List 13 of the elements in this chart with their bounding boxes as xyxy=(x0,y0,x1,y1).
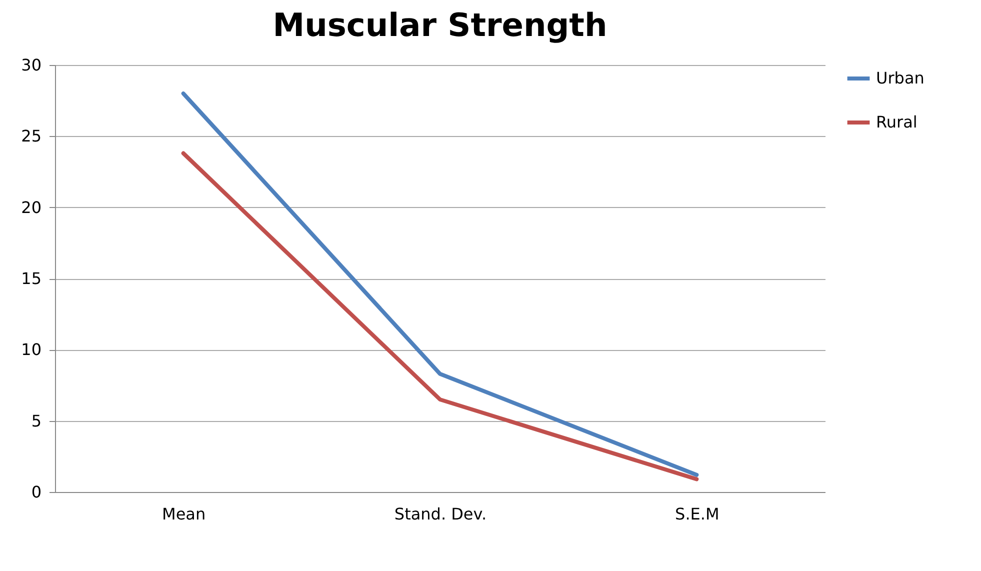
y-tick-label: 30 xyxy=(21,56,42,74)
y-tick-label: 0 xyxy=(31,482,42,502)
legend-label: Rural xyxy=(876,112,918,132)
y-tick-label: 25 xyxy=(21,126,42,146)
x-tick-label: Mean xyxy=(162,504,206,524)
legend-label: Urban xyxy=(876,68,924,88)
y-tick-label: 20 xyxy=(21,198,42,217)
y-tick-label: 15 xyxy=(21,269,42,288)
x-tick-label: S.E.M xyxy=(675,504,720,524)
chart-title: Muscular Strength xyxy=(272,6,608,44)
y-tick-label: 5 xyxy=(31,411,42,430)
x-tick-label: Stand. Dev. xyxy=(394,504,487,524)
y-tick-label: 10 xyxy=(21,340,42,360)
